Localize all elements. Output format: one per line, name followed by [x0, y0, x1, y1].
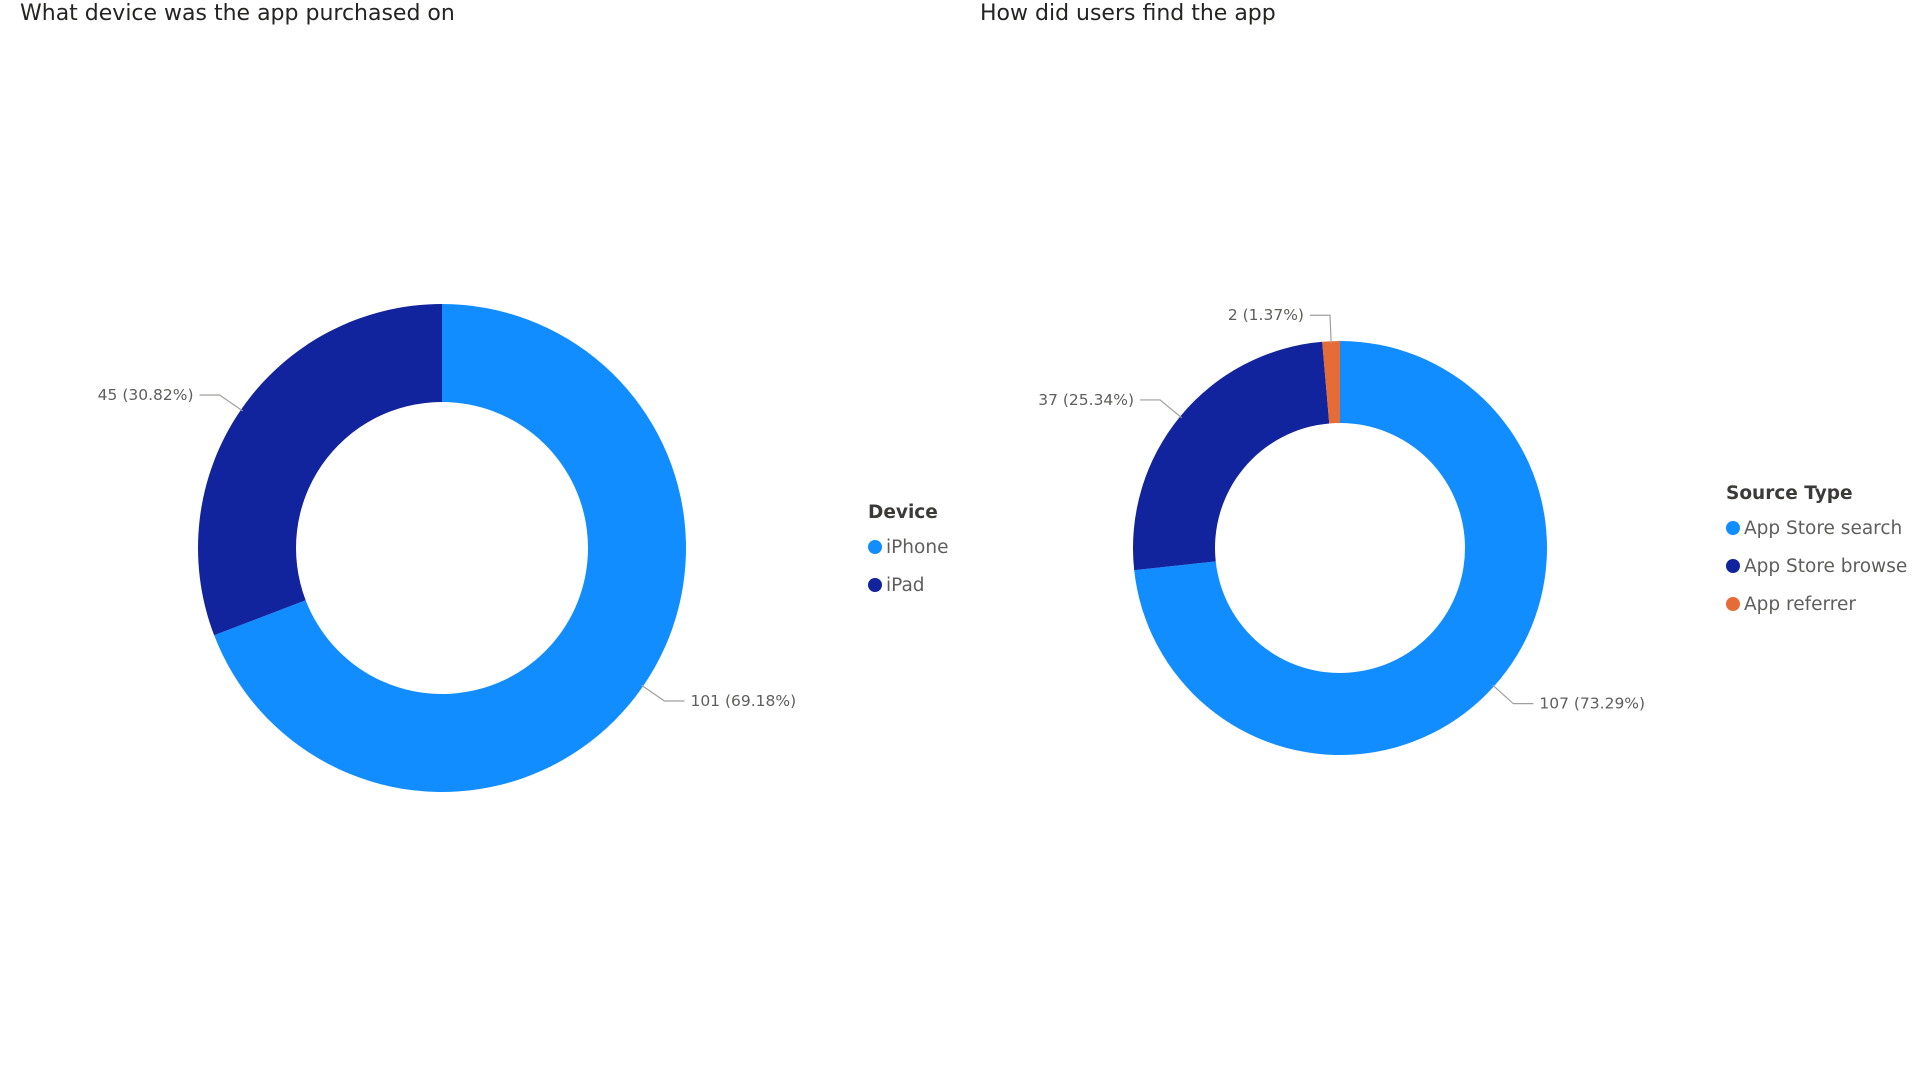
legend-dot-icon: [1726, 559, 1740, 573]
legend-dot-icon: [868, 578, 882, 592]
legend-dot-icon: [1726, 521, 1740, 535]
legend-item-ipad[interactable]: iPad: [868, 566, 948, 604]
data-label-app-referrer: 2 (1.37%): [1228, 306, 1304, 324]
donut-slice-app-store-browse[interactable]: [1133, 341, 1330, 571]
data-label-app-store-search: 107 (73.29%): [1539, 695, 1645, 713]
device-legend: Device iPhone iPad: [868, 502, 948, 604]
legend-label: App Store browse: [1744, 555, 1908, 577]
data-label-app-store-browse: 37 (25.34%): [1038, 391, 1134, 409]
donut-slice-ipad[interactable]: [198, 304, 442, 636]
legend-item-iphone[interactable]: iPhone: [868, 528, 948, 566]
legend-item-app-store-browse[interactable]: App Store browse: [1726, 547, 1907, 585]
leader-line-ipad: [199, 394, 243, 412]
leader-line-app-referrer: [1309, 314, 1332, 344]
source-legend: Source Type App Store search App Store b…: [1726, 483, 1907, 623]
legend-label: iPhone: [886, 536, 949, 558]
leader-line-app-store-browse: [1140, 399, 1183, 419]
data-label-ipad: 45 (30.82%): [98, 386, 194, 404]
legend-dot-icon: [1726, 597, 1740, 611]
source-donut-chart: 107 (73.29%) 37 (25.34%) 2 (1.37%): [1038, 306, 1645, 755]
legend-title: Device: [868, 502, 938, 523]
chart-title: How did users find the app: [980, 1, 1276, 26]
device-donut-chart: 101 (69.18%) 45 (30.82%): [98, 304, 796, 792]
leader-line-app-store-search: [1492, 684, 1534, 705]
legend-label: iPad: [886, 574, 925, 596]
donut-slice-app-store-search[interactable]: [1134, 341, 1547, 755]
donut-slice-iphone[interactable]: [214, 304, 686, 792]
legend-item-app-referrer[interactable]: App referrer: [1726, 585, 1907, 623]
legend-title: Source Type: [1726, 483, 1853, 504]
legend-dot-icon: [868, 540, 882, 554]
data-label-iphone: 101 (69.18%): [690, 692, 796, 710]
leader-line-iphone: [641, 684, 685, 702]
donut-slice-app-referrer[interactable]: [1322, 341, 1340, 424]
legend-label: App Store search: [1744, 517, 1903, 539]
chart-title: What device was the app purchased on: [20, 1, 455, 26]
source-donut-visual: How did users find the app 107 (73.29%) 3…: [960, 0, 1920, 1080]
device-donut-visual: What device was the app purchased on 101…: [20, 1, 948, 792]
legend-label: App referrer: [1744, 593, 1856, 615]
legend-item-app-store-search[interactable]: App Store search: [1726, 509, 1907, 547]
